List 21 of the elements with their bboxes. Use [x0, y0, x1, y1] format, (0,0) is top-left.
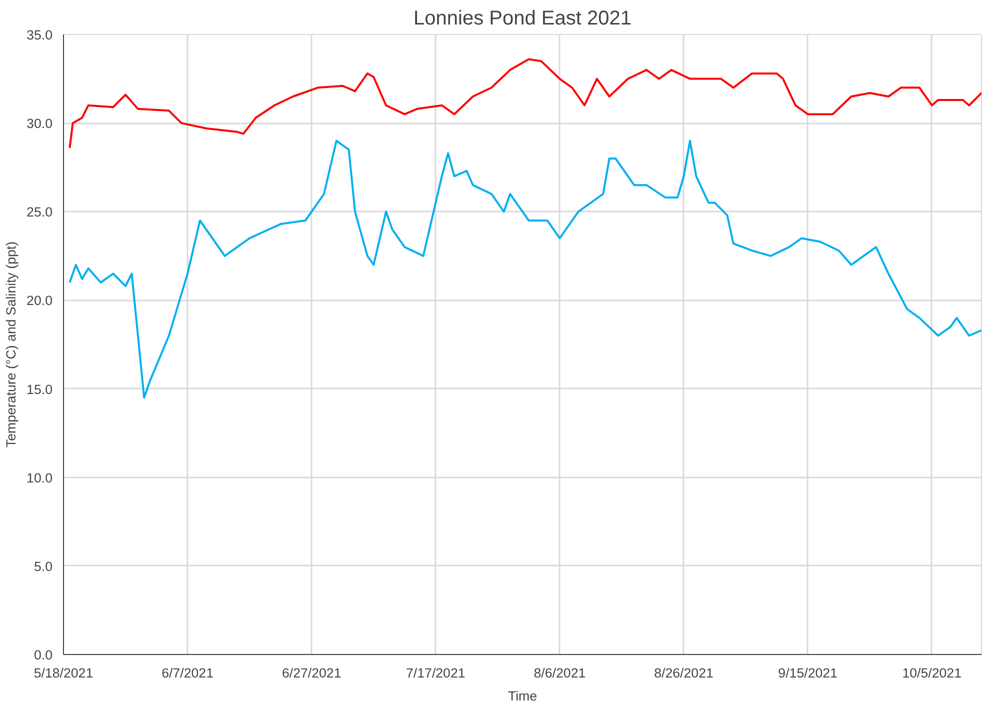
- y-axis-title: Temperature (°C) and Salinity (ppt): [4, 241, 19, 448]
- x-tick-label: 10/5/2021: [902, 666, 962, 680]
- x-tick-label: 8/26/2021: [654, 666, 714, 680]
- y-tick-label: 35.0: [26, 28, 53, 42]
- x-tick-label: 8/6/2021: [534, 666, 586, 680]
- y-tick-label: 20.0: [26, 293, 53, 308]
- y-tick-label: 30.0: [26, 116, 53, 132]
- line-series: [68, 140, 982, 399]
- y-tick-label: 25.0: [26, 204, 53, 220]
- x-axis-title: Time: [508, 688, 538, 704]
- line-series: [68, 58, 982, 149]
- x-tick-label: 6/27/2021: [282, 666, 342, 680]
- chart-title: Lonnies Pond East 2021: [414, 8, 632, 30]
- y-tick-label: 0.0: [34, 648, 53, 662]
- x-tick-label: 9/15/2021: [778, 666, 838, 680]
- y-tick-label: 10.0: [26, 470, 53, 486]
- y-tick-label: 5.0: [34, 558, 53, 574]
- y-tick-label: 15.0: [26, 382, 53, 397]
- x-tick-label: 7/17/2021: [406, 666, 466, 680]
- x-tick-label: 5/18/2021: [34, 666, 94, 680]
- x-tick-label: 6/7/2021: [162, 666, 214, 680]
